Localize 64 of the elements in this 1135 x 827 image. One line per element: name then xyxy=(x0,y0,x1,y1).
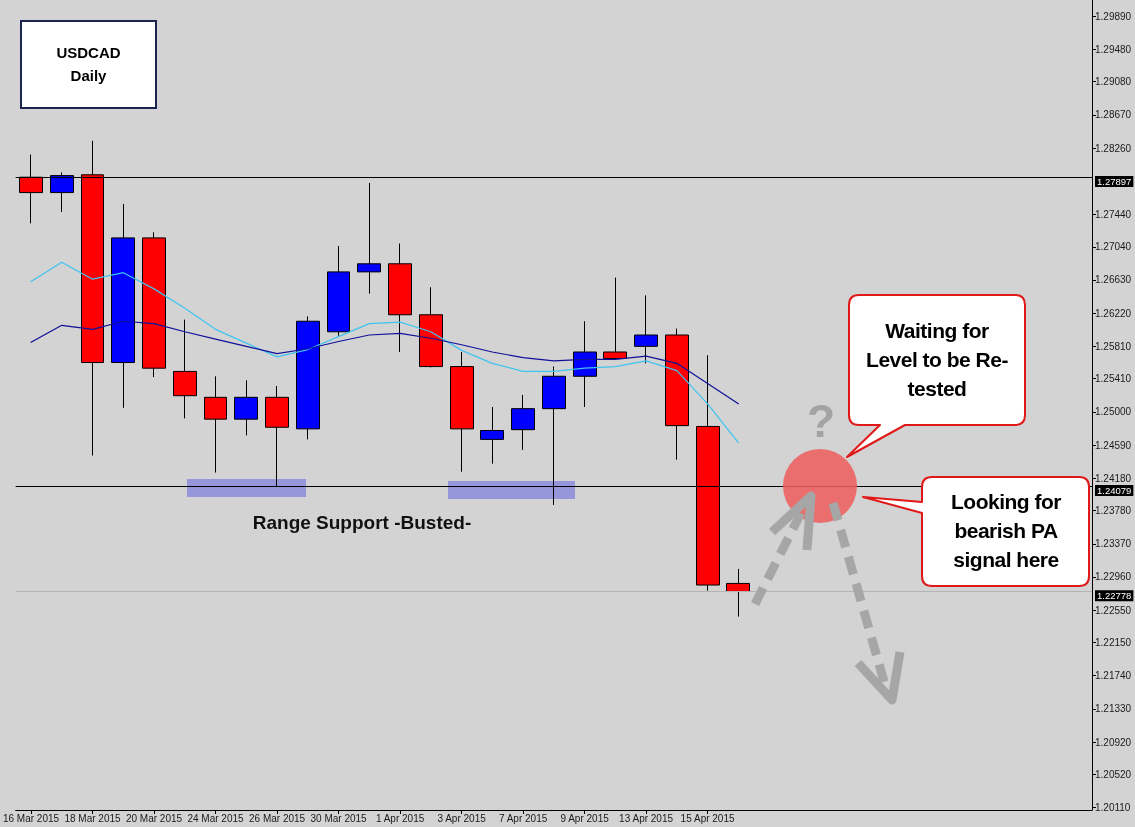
x-tick-label: 7 Apr 2015 xyxy=(498,812,548,824)
y-tick-label: 1.22960 xyxy=(1095,571,1132,583)
text: Looking for bearish PA signal here xyxy=(950,489,1062,573)
y-tick-label: 1.29080 xyxy=(1095,76,1132,88)
ref-line-label: 1.22778 xyxy=(1097,590,1132,602)
text: USDCAD xyxy=(55,43,122,63)
y-tick-label: 1.20520 xyxy=(1095,768,1132,780)
y-tick-label: 1.21330 xyxy=(1095,703,1132,715)
text: Daily xyxy=(69,66,108,86)
line-series xyxy=(30,320,739,405)
y-tick-label: 1.25000 xyxy=(1095,406,1132,418)
y-tick-label: 1.22550 xyxy=(1095,604,1132,616)
y-tick-label: 1.27440 xyxy=(1095,208,1132,220)
candlestick xyxy=(388,243,412,353)
ref-line-label: 1.24079 xyxy=(1097,484,1132,496)
y-tick-label: 1.22150 xyxy=(1095,637,1132,648)
y-tick-label: 1.24180 xyxy=(1095,472,1132,484)
x-tick-label: 20 Mar 2015 xyxy=(125,812,183,824)
x-tick-label: 15 Apr 2015 xyxy=(680,812,735,824)
y-tick-label: 1.27040 xyxy=(1095,241,1132,253)
candlestick xyxy=(296,315,320,440)
x-tick-label: 3 Apr 2015 xyxy=(437,812,487,824)
candlestick xyxy=(419,286,443,368)
candlestick xyxy=(142,231,166,378)
candlestick xyxy=(204,375,227,474)
y-tick-label: 1.20920 xyxy=(1095,736,1132,748)
y-tick-label: 1.21740 xyxy=(1095,670,1132,682)
x-tick-label: 9 Apr 2015 xyxy=(560,812,610,824)
candlestick xyxy=(234,379,258,436)
y-tick-label: 1.23780 xyxy=(1095,505,1132,517)
x-tick-label: 26 Mar 2015 xyxy=(248,812,306,824)
candlestick xyxy=(665,328,689,461)
y-tick-label: 1.23370 xyxy=(1095,538,1132,550)
text: ? xyxy=(805,394,837,448)
y-tick-label: 1.28260 xyxy=(1095,142,1132,154)
candlestick xyxy=(726,568,750,618)
y-tick-label: 1.29890 xyxy=(1095,10,1132,22)
y-tick-label: 1.20110 xyxy=(1095,802,1131,814)
x-tick-label: 24 Mar 2015 xyxy=(187,812,245,824)
candlestick xyxy=(357,182,381,295)
y-tick-label: 1.29480 xyxy=(1095,43,1132,55)
x-tick-label: 30 Mar 2015 xyxy=(310,812,368,824)
candlestick xyxy=(634,294,658,364)
x-tick-label: 18 Mar 2015 xyxy=(64,812,122,824)
candlestick xyxy=(450,351,474,473)
y-tick-label: 1.25810 xyxy=(1095,340,1132,352)
candlestick xyxy=(111,203,135,409)
line-series xyxy=(30,261,739,444)
candlestick xyxy=(173,319,197,419)
y-tick-label: 1.24590 xyxy=(1095,439,1132,451)
x-tick-label: 16 Mar 2015 xyxy=(2,812,60,824)
candlestick xyxy=(603,277,627,359)
y-tick-label: 1.26220 xyxy=(1095,307,1132,319)
annotation: Range Support -Busted- xyxy=(251,511,473,535)
y-tick-label: 1.26630 xyxy=(1095,274,1132,286)
y-tick-label: 1.25410 xyxy=(1095,373,1132,385)
candlestick xyxy=(480,406,504,465)
x-tick-label: 13 Apr 2015 xyxy=(619,812,674,824)
candlestick xyxy=(327,245,350,337)
y-tick-label: 1.28670 xyxy=(1095,109,1132,121)
candlestick xyxy=(511,394,535,451)
x-tick-label: 1 Apr 2015 xyxy=(375,812,425,824)
text: Waiting for Level to be Re- tested xyxy=(865,318,1009,402)
ref-line-label: 1.27897 xyxy=(1097,175,1132,187)
